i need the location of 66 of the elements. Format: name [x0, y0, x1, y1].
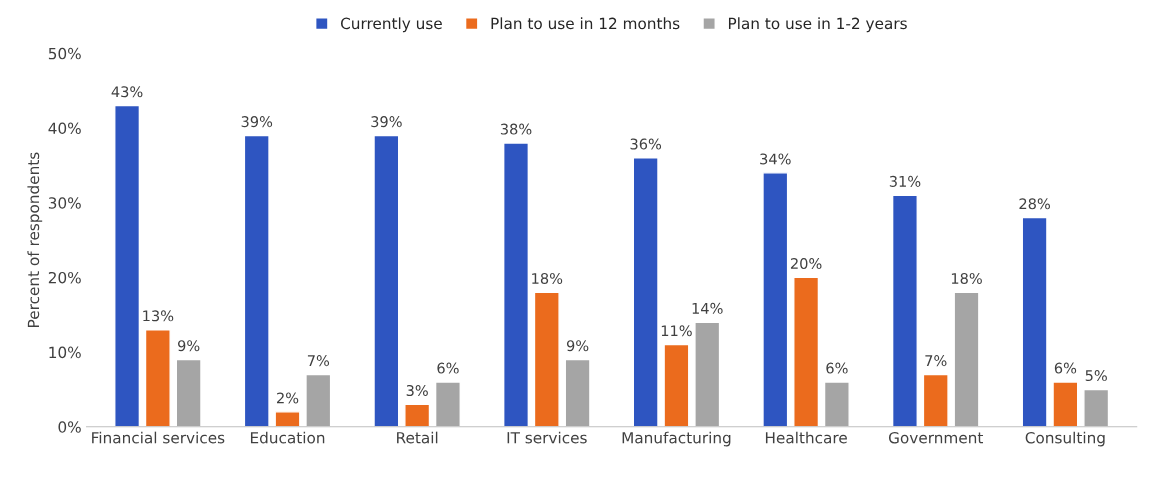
bar [175, 358, 202, 427]
bar [663, 343, 690, 427]
data-label: 6% [826, 362, 848, 374]
data-label: 13% [143, 310, 174, 322]
data-label: 9% [178, 340, 200, 352]
y-tick-label: 0% [58, 421, 81, 433]
bar [1083, 388, 1110, 427]
bar [1021, 216, 1048, 427]
x-tick-label: Healthcare [765, 431, 847, 444]
data-label: 18% [532, 272, 563, 284]
data-label: 18% [951, 272, 982, 284]
bar [274, 411, 301, 427]
data-label: 7% [925, 355, 947, 367]
y-tick-label: 50% [48, 47, 81, 60]
data-label: 36% [630, 138, 662, 150]
y-tick-label: 20% [48, 271, 81, 284]
bar [243, 134, 270, 427]
legend-label: Plan to use in 1-2 years [728, 17, 907, 33]
bar [632, 157, 659, 427]
bar [953, 291, 980, 427]
data-label: 5% [1085, 370, 1107, 382]
y-tick-label: 40% [48, 122, 81, 135]
bar [114, 104, 141, 427]
x-tick-label: Financial services [92, 431, 225, 444]
x-tick-label: Education [250, 431, 325, 444]
legend-label: Currently use [340, 17, 442, 33]
bar [1052, 381, 1079, 427]
data-label: 28% [1019, 198, 1050, 210]
data-label: 11% [661, 325, 692, 337]
bar [694, 321, 721, 427]
data-label: 20% [790, 258, 822, 270]
data-label: 14% [692, 302, 723, 314]
y-tick-label: 30% [48, 197, 81, 209]
bar [891, 194, 918, 427]
y-tick-label: 10% [49, 346, 81, 359]
data-label: 7% [307, 355, 330, 367]
data-label: 9% [566, 340, 589, 352]
bar [502, 142, 530, 427]
x-tick-label: Government [888, 431, 984, 444]
data-label: 6% [437, 362, 459, 374]
data-label: 39% [241, 116, 273, 128]
x-tick-label: Consulting [1025, 431, 1105, 447]
bar [793, 276, 820, 427]
bar [305, 373, 332, 427]
bar [404, 403, 431, 427]
bar [533, 291, 560, 427]
data-label: 2% [277, 392, 299, 404]
x-tick-label: Manufacturing [622, 431, 731, 447]
data-label: 34% [760, 153, 791, 165]
data-label: 31% [889, 175, 921, 187]
bar [823, 381, 850, 427]
x-tick-label: Retail [397, 431, 438, 444]
data-label: 6% [1054, 362, 1077, 374]
bar [922, 373, 949, 427]
bar [564, 358, 591, 427]
data-label: 39% [371, 116, 402, 128]
data-label: 38% [500, 123, 532, 135]
data-label: 43% [111, 86, 143, 98]
legend-label: Plan to use in 12 months [491, 17, 680, 30]
bar [762, 172, 789, 427]
bar [144, 329, 171, 427]
data-label: 3% [406, 384, 428, 397]
x-tick-label: IT services [507, 431, 587, 444]
y-axis-title: Percent of respondents [27, 152, 43, 327]
bar [373, 134, 400, 427]
bar [434, 381, 461, 427]
